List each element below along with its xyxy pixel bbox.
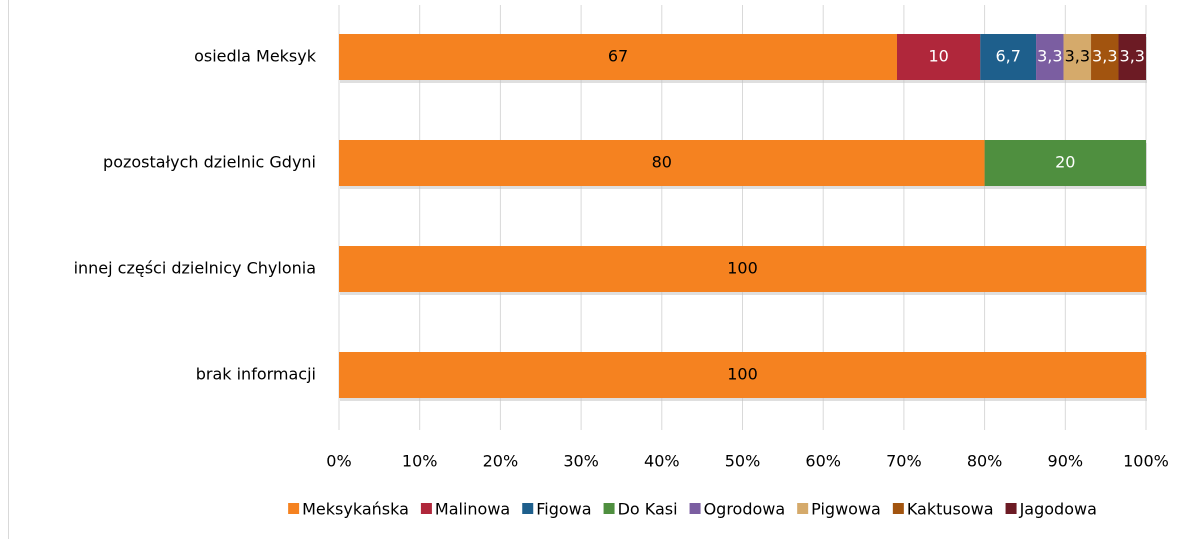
data-label: 3,3 [1065,47,1090,66]
legend-label: Pigwowa [811,500,881,519]
bar-segment [339,352,1146,398]
legend-swatch [420,503,432,514]
data-label: 3,3 [1037,47,1062,66]
y-tick-label: innej części dzielnicy Chylonia [74,259,316,278]
bar-segment [980,34,1037,80]
x-tick-label: 60% [805,452,841,471]
data-label: 3,3 [1120,47,1145,66]
x-tick-label: 70% [886,452,922,471]
bar-segment [1063,34,1092,80]
data-label: 10 [928,47,948,66]
y-tick-label: pozostałych dzielnic Gdyni [103,153,316,172]
bar-segment [1036,34,1064,80]
y-tick-label: osiedla Meksyk [194,47,317,66]
y-tick-label: brak informacji [196,365,316,384]
data-label: 80 [652,153,672,172]
bar-segment [896,34,981,80]
legend-swatch [603,503,615,514]
legend-label: Figowa [536,500,591,519]
legend-label: Ogrodowa [704,500,786,519]
x-tick-label: 0% [326,452,351,471]
data-label: 100 [727,259,758,278]
data-label: 100 [727,365,758,384]
legend-label: Jagodowa [1019,500,1097,519]
bar-segment [984,140,1146,186]
bar-segment [1118,34,1146,80]
legend-swatch [892,503,904,514]
data-label: 6,7 [995,47,1020,66]
bar-segment [1091,34,1119,80]
x-tick-label: 30% [563,452,599,471]
legend-label: Malinowa [435,500,510,519]
x-tick-label: 20% [483,452,519,471]
legend-label: Meksykańska [302,500,409,519]
x-tick-label: 40% [644,452,680,471]
legend-swatch [522,503,534,514]
data-label: 3,3 [1092,47,1117,66]
bar-segment [339,34,897,80]
x-tick-label: 50% [725,452,761,471]
legend-swatch [288,503,300,514]
legend-swatch [689,503,701,514]
x-tick-label: 10% [402,452,438,471]
bar-segment [339,246,1146,292]
legend-swatch [1005,503,1017,514]
legend-label: Do Kasi [618,500,678,519]
x-tick-label: 100% [1123,452,1169,471]
bar-segment [339,140,985,186]
legend-label: Kaktusowa [907,500,994,519]
data-label: 67 [608,47,628,66]
x-tick-label: 90% [1048,452,1084,471]
legend-swatch [797,503,809,514]
data-label: 20 [1055,153,1075,172]
x-tick-label: 80% [967,452,1003,471]
